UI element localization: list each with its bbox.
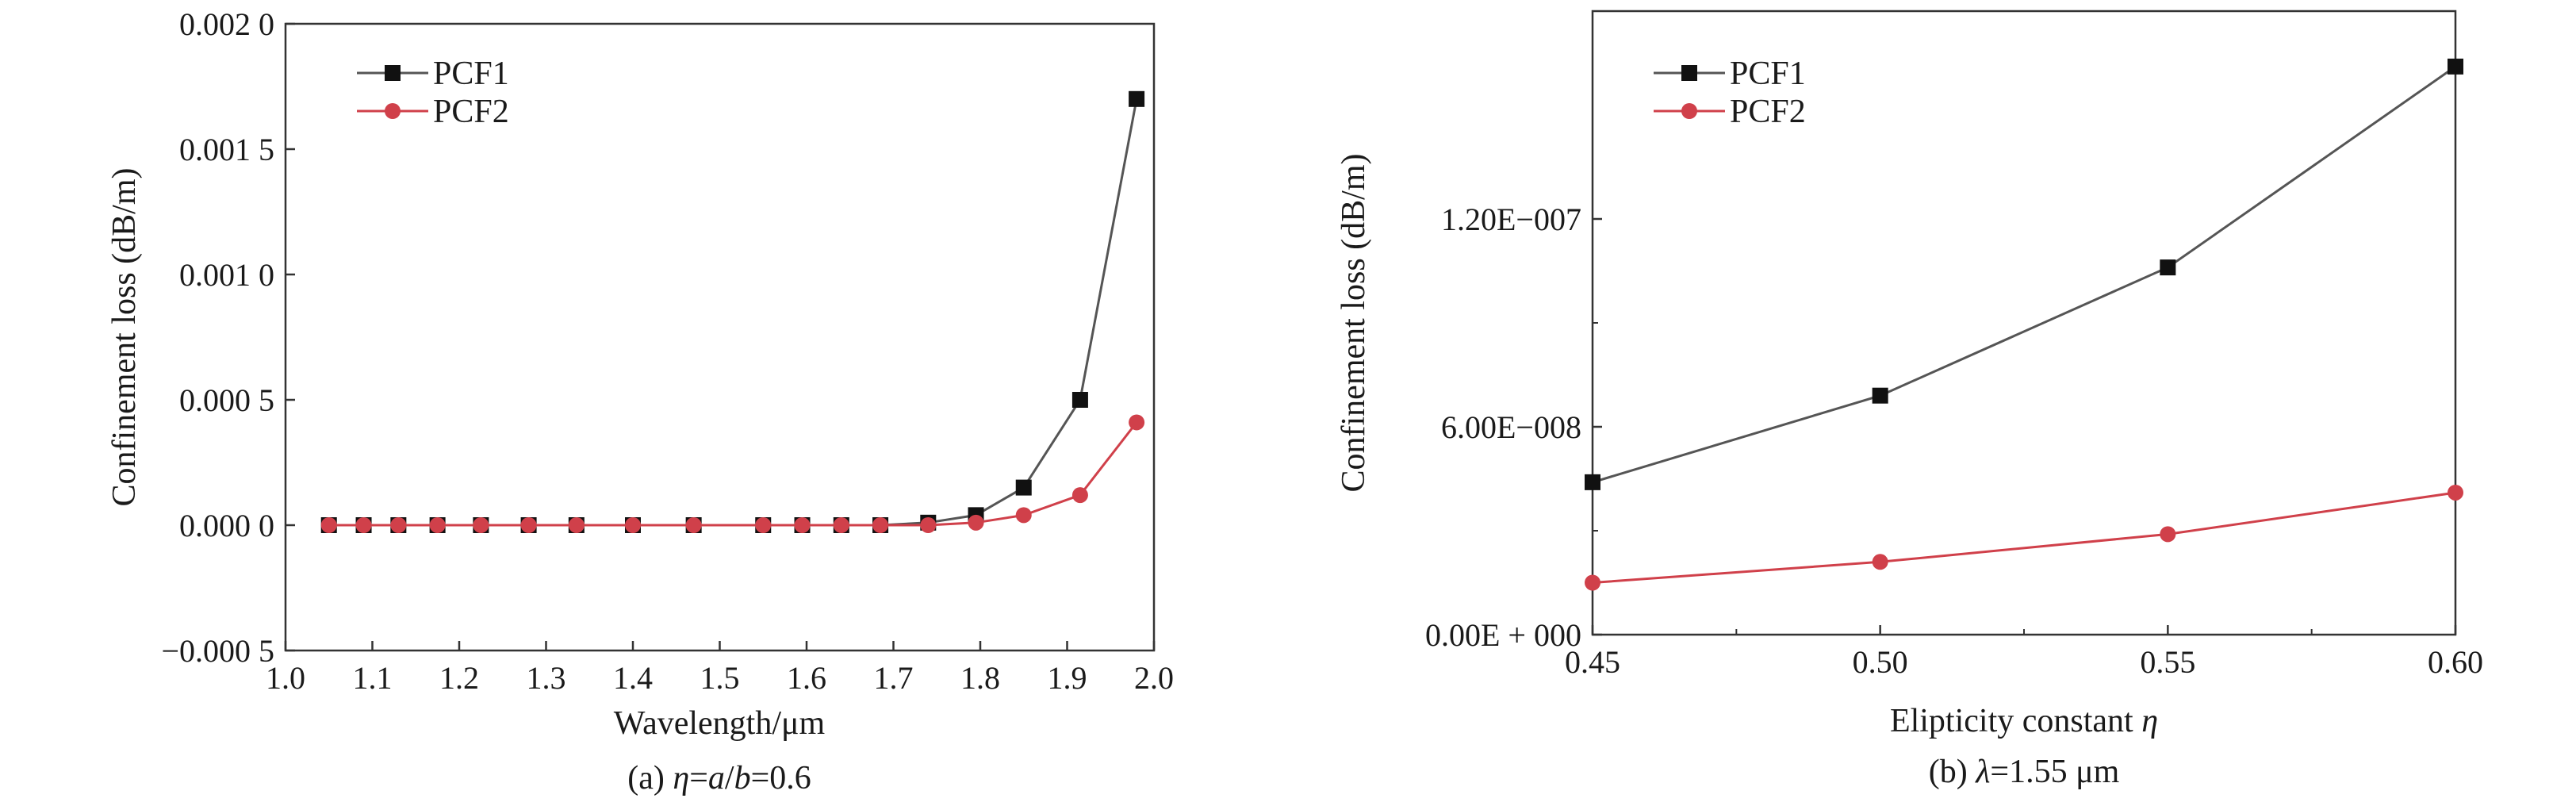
x-tick-label-b: 0.50 xyxy=(1853,644,1908,680)
point-pcf2-a xyxy=(1071,487,1088,504)
plot-frame-a xyxy=(284,22,1156,652)
panel-b: 0.45 0.50 0.55 0.60 0.00E + 000 6.00E−008 1.20… xyxy=(1336,10,2483,790)
legend-label-pcf1-b: PCF1 xyxy=(1730,56,1806,92)
point-pcf2-a xyxy=(794,517,811,533)
series-line-pcf1-b xyxy=(1592,65,2456,484)
y-tick-label-b: 1.20E−007 xyxy=(1441,202,1581,237)
series-line-pcf2-b xyxy=(1592,491,2456,584)
tick-marks-b: 0.45 0.50 0.55 0.60 0.00E + 000 6.00E−008 1.20… xyxy=(1425,202,2483,680)
x-axis-title-b: Elipticity constant η xyxy=(1890,703,2158,739)
point-pcf2-a xyxy=(872,517,889,533)
y-axis-title-a: Confinement loss (dB/m) xyxy=(106,168,143,507)
legend-label-pcf1-a: PCF1 xyxy=(433,56,509,92)
point-pcf2-a xyxy=(568,517,585,533)
y-tick-label-a: 0.002 0 xyxy=(179,6,274,42)
point-pcf2-a xyxy=(1015,507,1032,524)
y-axis-title-b: Confinement loss (dB/m) xyxy=(1336,154,1372,493)
point-pcf2-a xyxy=(355,517,372,533)
point-pcf2-a xyxy=(833,517,849,533)
panel-a: 1.0 1.1 1.2 1.3 1.4 1.5 1.6 1.7 1.8 1.9 2.0 −0.000 … xyxy=(106,6,1174,796)
point-pcf1-b xyxy=(1872,387,1888,404)
x-tick-label-a: 1.9 xyxy=(1048,660,1087,696)
plot-frame-b xyxy=(1591,10,2457,636)
point-pcf1-b xyxy=(2448,58,2463,75)
y-tick-label-b: 0.00E + 000 xyxy=(1425,617,1581,653)
series-line-pcf1-a xyxy=(328,98,1138,527)
point-pcf2-a xyxy=(429,517,446,533)
point-pcf2-a xyxy=(755,517,772,533)
x-tick-label-a: 1.3 xyxy=(527,660,566,696)
legend-b: PCF1 PCF2 xyxy=(1654,56,1806,130)
x-tick-label-b: 0.55 xyxy=(2140,644,2195,680)
x-tick-label-a: 1.6 xyxy=(787,660,826,696)
tick-marks-a: 1.0 1.1 1.2 1.3 1.4 1.5 1.6 1.7 1.8 1.9 2.0 −0.000 … xyxy=(161,6,1174,696)
legend-label-pcf2-b: PCF2 xyxy=(1730,94,1806,130)
y-tick-label-b: 6.00E−008 xyxy=(1441,409,1581,445)
point-pcf2-a xyxy=(625,517,641,533)
x-tick-label-a: 1.5 xyxy=(700,660,740,696)
x-tick-label-a: 1.8 xyxy=(960,660,1000,696)
point-pcf2-a xyxy=(390,517,407,533)
x-tick-label-b: 0.60 xyxy=(2428,644,2483,680)
caption-a: (a) η=a/b=0.6 xyxy=(627,760,811,796)
y-tick-label-a: 0.000 0 xyxy=(179,508,274,543)
point-pcf2-b xyxy=(2160,526,2176,543)
series-layer-a xyxy=(320,90,1145,533)
point-pcf2-a xyxy=(920,517,937,533)
x-axis-title-a: Wavelength/μm xyxy=(614,705,826,742)
point-pcf2-a xyxy=(473,517,489,533)
legend-marker-pcf2-a xyxy=(385,103,401,119)
legend-marker-pcf2-b xyxy=(1681,103,1697,119)
legend-label-pcf2-a: PCF2 xyxy=(433,94,509,130)
x-tick-label-a: 1.0 xyxy=(266,660,305,696)
point-pcf1-a xyxy=(1129,90,1145,107)
x-tick-label-a: 1.7 xyxy=(874,660,914,696)
point-pcf2-a xyxy=(1129,414,1145,431)
series-line-pcf2-a xyxy=(328,421,1138,527)
point-pcf2-b xyxy=(2448,484,2463,501)
point-pcf1-b xyxy=(1585,474,1600,490)
point-pcf2-b xyxy=(1585,574,1600,591)
x-tick-label-a: 1.4 xyxy=(613,660,653,696)
x-tick-label-b: 0.45 xyxy=(1565,644,1620,680)
point-pcf2-a xyxy=(520,517,537,533)
point-pcf1-a xyxy=(1071,392,1088,408)
point-pcf2-b xyxy=(1872,554,1888,570)
point-pcf2-a xyxy=(685,517,702,533)
legend-marker-pcf1-b xyxy=(1681,65,1697,81)
y-tick-label-a: −0.000 5 xyxy=(161,633,274,669)
legend-marker-pcf1-a xyxy=(385,65,401,81)
y-tick-label-a: 0.001 5 xyxy=(179,132,274,167)
y-tick-label-a: 0.001 0 xyxy=(179,257,274,293)
legend-a: PCF1 PCF2 xyxy=(357,56,509,130)
point-pcf2-a xyxy=(320,517,337,533)
x-tick-label-a: 2.0 xyxy=(1134,660,1174,696)
point-pcf1-b xyxy=(2160,259,2176,276)
x-tick-label-a: 1.2 xyxy=(439,660,479,696)
point-pcf2-a xyxy=(968,514,984,531)
point-pcf1-a xyxy=(1015,479,1032,496)
y-tick-label-a: 0.000 5 xyxy=(179,382,274,418)
x-tick-label-a: 1.1 xyxy=(353,660,393,696)
caption-b: (b) λ=1.55 μm xyxy=(1929,754,2120,790)
series-layer-b xyxy=(1585,58,2463,591)
